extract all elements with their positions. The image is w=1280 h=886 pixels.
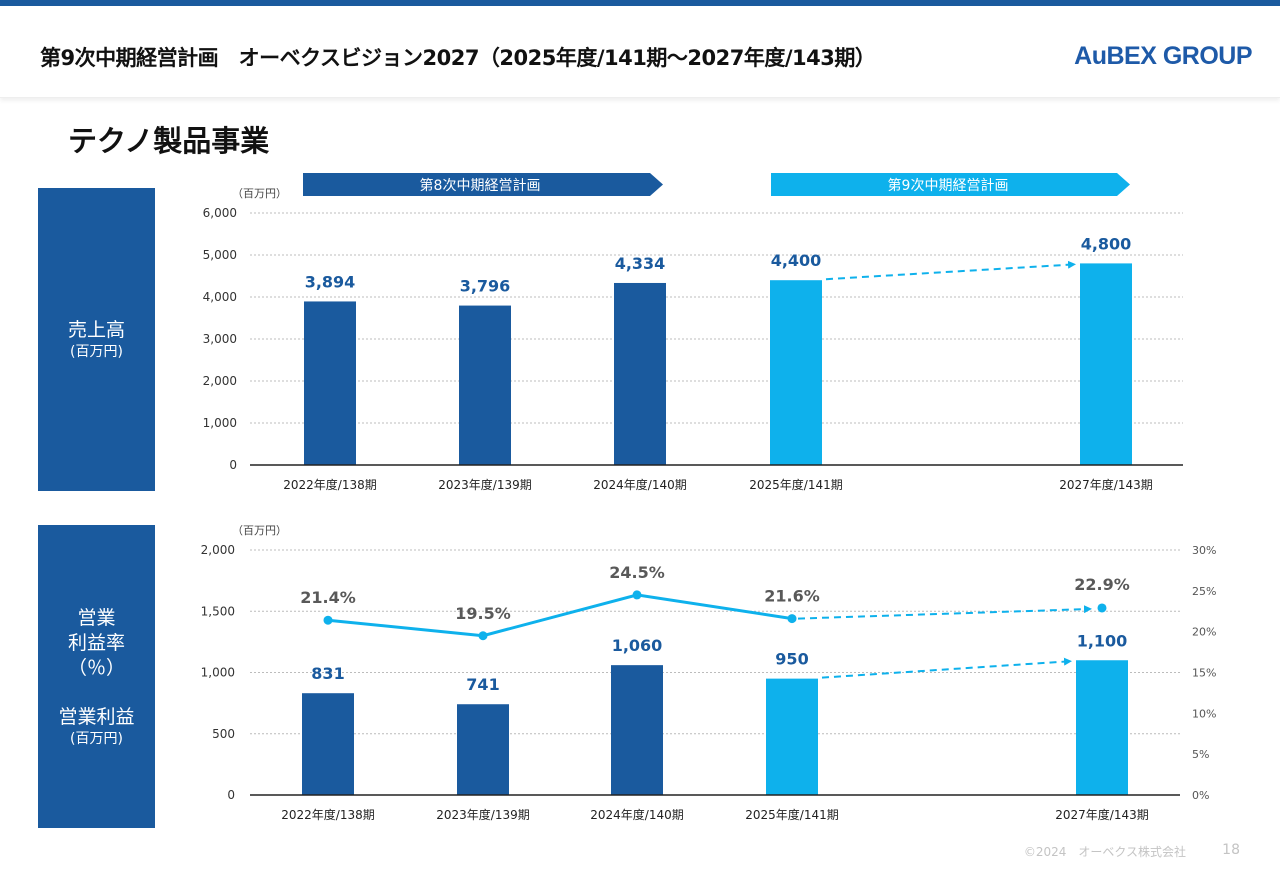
operating-profit-label: 営業利益 — [58, 705, 135, 728]
operating-profit-unit: (百万円) — [70, 730, 123, 747]
sales-y-tick-label: 6,000 — [203, 206, 237, 220]
sales-y-tick-label: 3,000 — [203, 332, 237, 346]
profit-bar — [457, 704, 509, 795]
profit-y-tick-label: 2,000 — [201, 543, 235, 557]
page-number: 18 — [1222, 842, 1240, 858]
profit-value-label: 1,060 — [612, 636, 663, 655]
sales-x-tick-label: 2025年度/141期 — [749, 477, 843, 492]
sales-y-tick-label: 4,000 — [203, 290, 237, 304]
sales-bar — [1080, 263, 1132, 465]
sales-x-tick-label: 2024年度/140期 — [593, 477, 687, 492]
sales-y-tick-label: 1,000 — [203, 416, 237, 430]
profit-x-tick-label: 2027年度/143期 — [1055, 807, 1149, 822]
profit-x-tick-label: 2025年度/141期 — [745, 807, 839, 822]
margin-point — [478, 631, 488, 641]
margin-value-label: 21.6% — [764, 587, 820, 606]
section-title: テクノ製品事業 — [68, 124, 270, 158]
sales-x-tick-label: 2023年度/139期 — [438, 477, 532, 492]
profit-x-tick-label: 2024年度/140期 — [590, 807, 684, 822]
header: 第9次中期経営計画 オーベクスビジョン2027（2025年度/141期～2027… — [0, 6, 1280, 98]
profit-chart: 0 500 1,000 1,500 2,000 0% 5% 10% 15% 20% 25% 30% 83… — [201, 543, 1217, 822]
sales-unit-label: (百万円) — [70, 344, 123, 360]
margin-point — [1097, 603, 1107, 613]
profit-trend-arrow — [821, 657, 1072, 679]
profit-x-tick-label: 2022年度/138期 — [281, 807, 375, 822]
sales-x-tick-label: 2027年度/143期 — [1059, 477, 1153, 492]
margin-label-line2: 利益率 — [67, 631, 125, 654]
margin-line — [327, 593, 793, 638]
profit-bar — [1076, 660, 1128, 795]
margin-y-tick-label: 25% — [1192, 585, 1216, 598]
sales-y-tick-label: 0 — [229, 458, 237, 472]
sales-value-label: 3,894 — [305, 272, 356, 291]
plan-banner-8th — [303, 173, 663, 196]
sales-value-label: 3,796 — [460, 277, 511, 296]
margin-label-unit: （％） — [67, 656, 125, 679]
margin-value-label: 21.4% — [300, 588, 356, 607]
profit-side-label: 営業 利益率 （％） 営業利益 (百万円) — [38, 525, 155, 828]
margin-value-label: 19.5% — [455, 604, 511, 623]
profit-y-tick-label: 1,000 — [201, 666, 235, 680]
sales-value-label: 4,800 — [1081, 234, 1132, 253]
margin-value-label: 22.9% — [1074, 575, 1130, 594]
profit-y-tick-label: 0 — [227, 788, 235, 802]
company-logo: AuBEX GROUP — [1074, 42, 1252, 70]
sales-value-label: 4,334 — [615, 254, 666, 273]
sales-x-tick-label: 2022年度/138期 — [283, 477, 377, 492]
plan-banner-9th — [771, 173, 1130, 196]
margin-trend-arrow — [797, 605, 1092, 620]
plan-banner-9th-label: 第9次中期経営計画 — [888, 177, 1009, 194]
margin-y-tick-label: 5% — [1192, 748, 1209, 761]
margin-y-tick-label: 30% — [1192, 544, 1216, 557]
margin-point — [787, 614, 797, 624]
sales-label: 売上高 — [67, 319, 125, 341]
sales-chart: 0 1,000 2,000 3,000 4,000 5,000 6,000 3,894 2022… — [203, 206, 1183, 492]
profit-bar — [611, 665, 663, 795]
profit-value-label: 1,100 — [1077, 631, 1128, 650]
profit-value-label: 950 — [775, 650, 808, 669]
page-title: 第9次中期経営計画 オーベクスビジョン2027（2025年度/141期～2027… — [40, 46, 876, 70]
sales-chart-unit: （百万円） — [232, 187, 287, 200]
profit-value-label: 741 — [466, 675, 499, 694]
profit-bar — [766, 678, 818, 795]
profit-y-tick-label: 500 — [212, 727, 235, 741]
profit-y-tick-label: 1,500 — [201, 604, 235, 618]
margin-label-line1: 営業 — [77, 606, 116, 629]
sales-side-label: 売上高 (百万円) — [38, 188, 155, 491]
margin-point — [323, 615, 333, 625]
margin-y-tick-label: 20% — [1192, 626, 1216, 639]
margin-point — [632, 590, 642, 600]
profit-value-label: 831 — [311, 664, 344, 683]
sales-value-label: 4,400 — [771, 251, 822, 270]
margin-y-tick-label: 10% — [1192, 707, 1216, 720]
sales-y-tick-label: 2,000 — [203, 374, 237, 388]
sales-bar — [614, 282, 666, 465]
footer-copyright: ©2024 オーベクス株式会社 — [1023, 845, 1186, 859]
margin-value-label: 24.5% — [609, 563, 665, 582]
sales-y-tick-label: 5,000 — [203, 248, 237, 262]
sales-bar — [770, 280, 822, 465]
margin-y-tick-label: 0% — [1192, 789, 1209, 802]
margin-y-tick-label: 15% — [1192, 667, 1216, 680]
profit-chart-unit: （百万円） — [232, 524, 287, 537]
profit-x-tick-label: 2023年度/139期 — [436, 807, 530, 822]
sales-bar — [459, 305, 511, 465]
sales-trend-arrow — [825, 260, 1076, 281]
top-accent-bar — [0, 0, 1280, 6]
profit-bar — [302, 693, 354, 795]
plan-banner-8th-label: 第8次中期経営計画 — [420, 177, 541, 194]
sales-bar — [304, 301, 356, 465]
